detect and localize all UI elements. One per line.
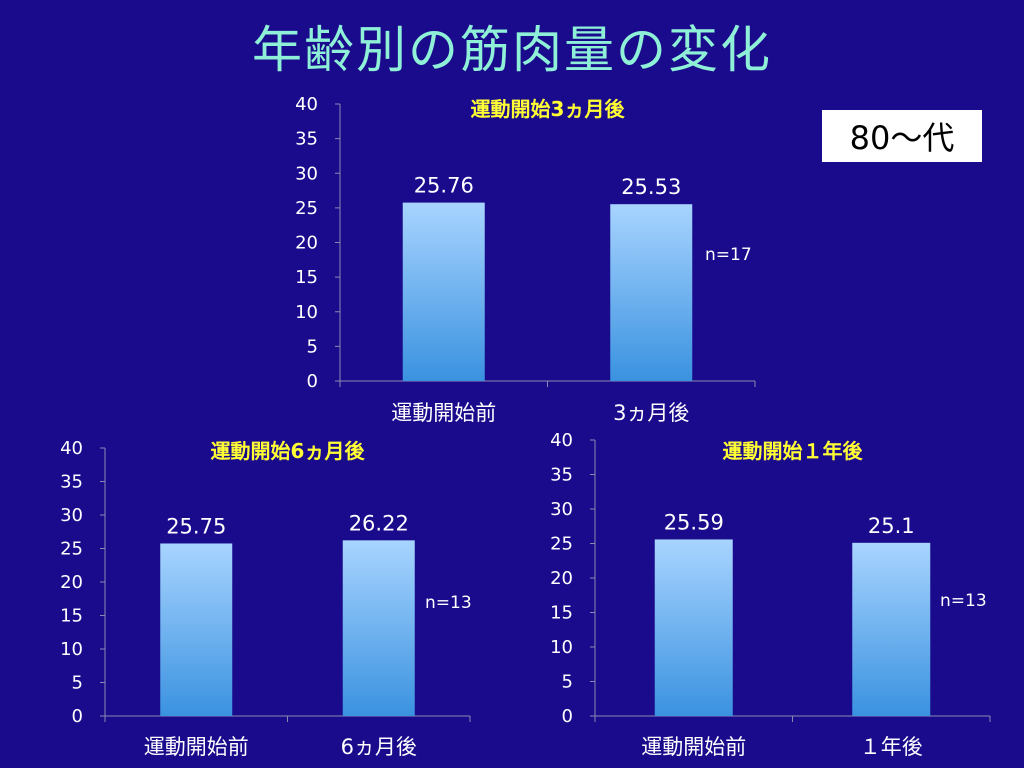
bar-value-label: 25.53 — [621, 175, 681, 199]
bar — [610, 204, 693, 381]
y-tick-label: 5 — [72, 673, 83, 694]
y-tick-label: 30 — [295, 163, 318, 184]
y-tick-label: 15 — [60, 606, 83, 627]
bar-value-label: 25.76 — [414, 174, 474, 198]
x-category-label: 運動開始前 — [641, 735, 746, 759]
y-tick-label: 20 — [295, 233, 318, 254]
y-tick-label: 5 — [562, 672, 573, 693]
y-tick-label: 20 — [550, 568, 573, 589]
chart-3-months: 0 5 10 15 20 25 30 35 40 運動開始3ヵ月後 25.76 運動開始前 25.53 3… — [295, 94, 756, 425]
chart-title: 運動開始3ヵ月後 — [471, 97, 626, 121]
bar — [654, 539, 733, 716]
y-tick-label: 30 — [60, 505, 83, 526]
bar-value-label: 25.59 — [664, 510, 724, 534]
y-tick-label: 25 — [550, 534, 573, 555]
y-tick-label: 10 — [550, 637, 573, 658]
bar — [160, 543, 233, 716]
y-tick-label: 35 — [295, 129, 318, 150]
y-tick-label: 40 — [295, 94, 318, 115]
page-title: 年齢別の筋肉量の変化 — [252, 21, 772, 79]
bar — [852, 542, 931, 716]
bar — [342, 540, 415, 716]
y-tick-label: 15 — [550, 603, 573, 624]
chart-1-year: 0 5 10 15 20 25 30 35 40 運動開始１年後 25.59 運動開始前 25.1 １年後… — [550, 430, 991, 759]
sample-size-label: n=17 — [705, 245, 752, 265]
y-tick-label: 40 — [60, 438, 83, 459]
age-group-label: 80〜代 — [822, 110, 982, 162]
y-tick-label: 0 — [72, 706, 83, 727]
y-tick-label: 25 — [295, 198, 318, 219]
y-tick-label: 25 — [60, 539, 83, 560]
y-tick-label: 0 — [562, 706, 573, 727]
chart-6-months: 0 5 10 15 20 25 30 35 40 運動開始6ヵ月後 25.75 運動開始前 26.22 6… — [60, 438, 472, 759]
x-category-label: 6ヵ月後 — [341, 735, 417, 759]
sample-size-label: n=13 — [940, 591, 987, 611]
y-tick-label: 0 — [307, 371, 318, 392]
sample-size-label: n=13 — [425, 593, 472, 613]
bar-value-label: 26.22 — [349, 511, 409, 535]
y-tick-label: 35 — [550, 465, 573, 486]
y-tick-label: 10 — [295, 302, 318, 323]
y-tick-label: 30 — [550, 499, 573, 520]
y-tick-label: 40 — [550, 430, 573, 451]
x-category-label: 運動開始前 — [391, 401, 496, 425]
y-tick-label: 10 — [60, 639, 83, 660]
bar-value-label: 25.75 — [166, 514, 226, 538]
x-category-label: 3ヵ月後 — [613, 401, 689, 425]
bar — [402, 202, 485, 381]
chart-title: 運動開始6ヵ月後 — [211, 439, 366, 463]
y-tick-label: 35 — [60, 472, 83, 493]
y-tick-label: 20 — [60, 572, 83, 593]
bar-value-label: 25.1 — [868, 514, 915, 538]
y-tick-label: 15 — [295, 267, 318, 288]
x-category-label: １年後 — [860, 735, 923, 759]
x-category-label: 運動開始前 — [144, 735, 249, 759]
y-tick-label: 5 — [307, 336, 318, 357]
chart-title: 運動開始１年後 — [723, 439, 864, 463]
